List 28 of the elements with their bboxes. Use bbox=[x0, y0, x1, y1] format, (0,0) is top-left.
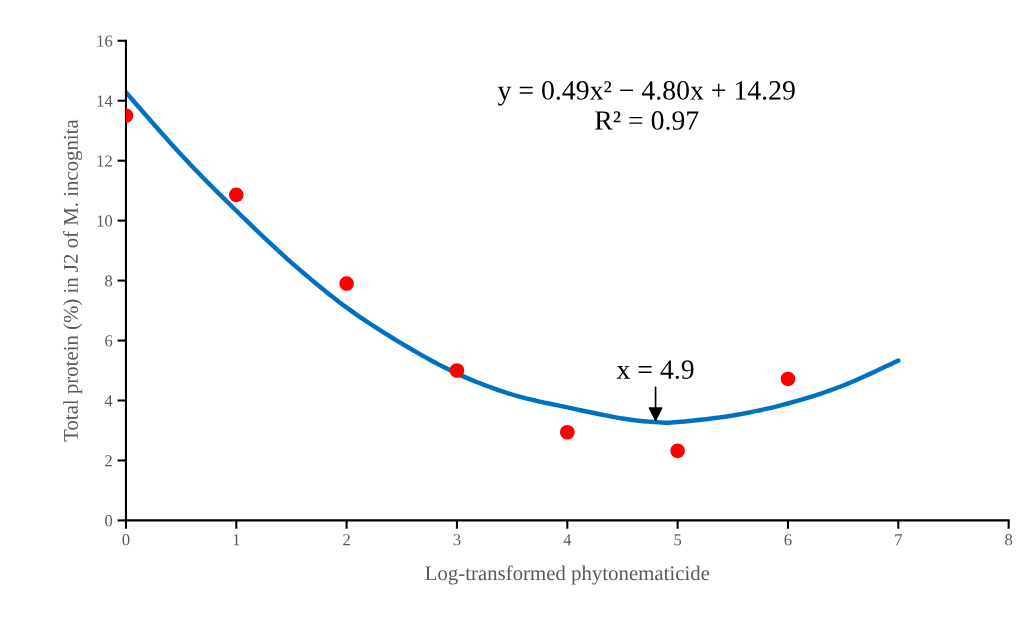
x-tick-label: 8 bbox=[1005, 534, 1013, 546]
x-tick-label: 1 bbox=[233, 534, 240, 546]
y-tick-label: 0 bbox=[105, 515, 113, 527]
x-tick-label: 2 bbox=[343, 534, 350, 546]
y-tick-label: 10 bbox=[97, 215, 113, 227]
point bbox=[780, 371, 796, 387]
annotation: x = 4.9 bbox=[616, 360, 694, 380]
x-tick-label: 7 bbox=[895, 534, 902, 546]
y-tick-label: 8 bbox=[105, 275, 113, 287]
x-axis-title: Log-transformed phytonematicide bbox=[425, 565, 710, 585]
x-tick-label: 5 bbox=[674, 534, 682, 546]
x-tick-label: 6 bbox=[784, 534, 792, 546]
annotation: y = 0.49x² − 4.80x + 14.29 R² = 0.97 bbox=[497, 81, 795, 130]
y-axis-title: Total protein (%) in J2 of M. incognita bbox=[63, 119, 83, 442]
y-tick-label: 6 bbox=[105, 335, 113, 347]
y-tick-label: 4 bbox=[104, 395, 113, 407]
x-tick-label: 3 bbox=[453, 534, 461, 546]
y-tick-label: 12 bbox=[97, 155, 112, 167]
point bbox=[449, 363, 465, 378]
point bbox=[670, 443, 685, 459]
x-tick-label: 4 bbox=[563, 534, 572, 546]
point bbox=[560, 424, 575, 440]
x-tick-label: 0 bbox=[122, 534, 130, 546]
y-tick-label: 16 bbox=[97, 35, 113, 47]
point bbox=[229, 187, 244, 203]
y-tick-label: 2 bbox=[105, 455, 112, 467]
point bbox=[339, 276, 354, 291]
y-tick-label: 14 bbox=[97, 95, 113, 107]
